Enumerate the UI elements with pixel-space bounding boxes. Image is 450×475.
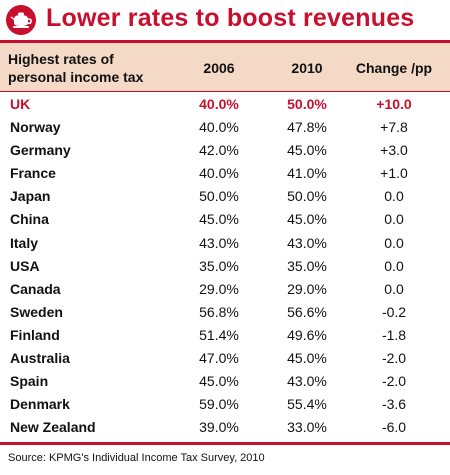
value-2006-cell: 43.0% xyxy=(199,234,239,251)
bottom-divider xyxy=(0,442,450,445)
country-cell: Finland xyxy=(10,326,60,343)
value-2010-cell: 56.6% xyxy=(287,303,327,320)
change-cell: +10.0 xyxy=(376,96,412,112)
value-2010-cell: 55.4% xyxy=(287,396,327,413)
chart-title: Lower rates to boost revenues xyxy=(46,4,415,32)
table-row: Australia 47.0% 45.0% -2.0 xyxy=(0,346,450,369)
value-2006-cell: 59.0% xyxy=(199,396,239,413)
table-row: Germany 42.0% 45.0% +3.0 xyxy=(0,138,450,161)
table-row: Norway 40.0% 47.8% +7.8 xyxy=(0,115,450,138)
value-2006-cell: 39.0% xyxy=(199,419,239,436)
table-row: USA 35.0% 35.0% 0.0 xyxy=(0,254,450,277)
header-label: Highest rates of personal income tax xyxy=(8,50,178,86)
country-cell: France xyxy=(10,165,56,182)
change-cell: -2.0 xyxy=(381,350,407,367)
change-cell: +1.0 xyxy=(380,165,408,182)
country-cell: Germany xyxy=(10,142,71,159)
change-cell: 0.0 xyxy=(384,257,404,274)
chart-header: Lower rates to boost revenues xyxy=(0,0,450,40)
value-2010-cell: 45.0% xyxy=(287,350,327,367)
change-cell: 0.0 xyxy=(384,188,404,205)
source-note: Source: KPMG's Individual Income Tax Sur… xyxy=(8,452,265,464)
table-row: New Zealand 39.0% 33.0% -6.0 xyxy=(0,415,450,438)
country-cell: USA xyxy=(10,257,40,274)
value-2006-cell: 40.0% xyxy=(199,119,239,136)
value-2006-cell: 29.0% xyxy=(199,280,239,297)
value-2006-cell: 40.0% xyxy=(199,165,239,182)
country-cell: Norway xyxy=(10,119,61,136)
top-divider xyxy=(0,40,450,43)
value-2006-cell: 56.8% xyxy=(199,303,239,320)
value-2010-cell: 50.0% xyxy=(287,96,327,112)
value-2010-cell: 45.0% xyxy=(287,211,327,228)
country-cell: China xyxy=(10,211,49,228)
value-2006-cell: 35.0% xyxy=(199,257,239,274)
header-label-line1: Highest rates of xyxy=(8,51,114,67)
country-cell: Japan xyxy=(10,188,51,205)
table-row: Denmark 59.0% 55.4% -3.6 xyxy=(0,392,450,415)
table-header xyxy=(0,43,450,91)
table-row: Canada 29.0% 29.0% 0.0 xyxy=(0,277,450,300)
country-cell: Spain xyxy=(10,373,49,390)
value-2010-cell: 41.0% xyxy=(287,165,327,182)
country-cell: Sweden xyxy=(10,303,63,320)
country-cell: New Zealand xyxy=(10,419,96,436)
table-row: Japan 50.0% 50.0% 0.0 xyxy=(0,184,450,207)
value-2006-cell: 45.0% xyxy=(199,373,239,390)
teapot-logo-icon xyxy=(6,5,36,35)
value-2010-cell: 50.0% xyxy=(287,188,327,205)
change-cell: +7.8 xyxy=(380,119,408,136)
value-2006-cell: 51.4% xyxy=(199,326,239,343)
change-cell: -3.6 xyxy=(381,396,407,413)
value-2010-cell: 43.0% xyxy=(287,373,327,390)
value-2010-cell: 45.0% xyxy=(287,142,327,159)
value-2006-cell: 42.0% xyxy=(199,142,239,159)
country-cell: Denmark xyxy=(10,396,70,413)
change-cell: 0.0 xyxy=(384,280,404,297)
header-col-change: Change /pp xyxy=(355,60,433,76)
value-2006-cell: 40.0% xyxy=(199,96,239,112)
table-row: UK 40.0% 50.0% +10.0 xyxy=(0,92,450,115)
country-cell: Italy xyxy=(10,234,39,251)
header-col-2006: 2006 xyxy=(203,60,235,76)
change-cell: -2.0 xyxy=(381,373,407,390)
table-row: Spain 45.0% 43.0% -2.0 xyxy=(0,369,450,392)
country-cell: Australia xyxy=(10,350,70,367)
value-2010-cell: 29.0% xyxy=(287,280,327,297)
value-2010-cell: 43.0% xyxy=(287,234,327,251)
change-cell: -1.8 xyxy=(381,326,407,343)
table-row: Italy 43.0% 43.0% 0.0 xyxy=(0,231,450,254)
value-2010-cell: 49.6% xyxy=(287,326,327,343)
value-2010-cell: 35.0% xyxy=(287,257,327,274)
value-2010-cell: 33.0% xyxy=(287,419,327,436)
change-cell: -6.0 xyxy=(381,419,407,436)
header-divider xyxy=(0,91,450,92)
country-cell: Canada xyxy=(10,280,61,297)
change-cell: -0.2 xyxy=(381,303,407,320)
table-row: Sweden 56.8% 56.6% -0.2 xyxy=(0,300,450,323)
table-row: China 45.0% 45.0% 0.0 xyxy=(0,207,450,230)
change-cell: 0.0 xyxy=(384,211,404,228)
value-2006-cell: 47.0% xyxy=(199,350,239,367)
header-col-2010: 2010 xyxy=(291,60,323,76)
change-cell: +3.0 xyxy=(380,142,408,159)
table-body: UK 40.0% 50.0% +10.0 Norway 40.0% 47.8% +7.8 Ger… xyxy=(0,92,450,438)
header-label-line2: personal income tax xyxy=(8,69,144,85)
country-cell: UK xyxy=(10,96,31,112)
value-2006-cell: 50.0% xyxy=(199,188,239,205)
table-row: Finland 51.4% 49.6% -1.8 xyxy=(0,323,450,346)
table-row: France 40.0% 41.0% +1.0 xyxy=(0,161,450,184)
change-cell: 0.0 xyxy=(384,234,404,251)
value-2010-cell: 47.8% xyxy=(287,119,327,136)
value-2006-cell: 45.0% xyxy=(199,211,239,228)
